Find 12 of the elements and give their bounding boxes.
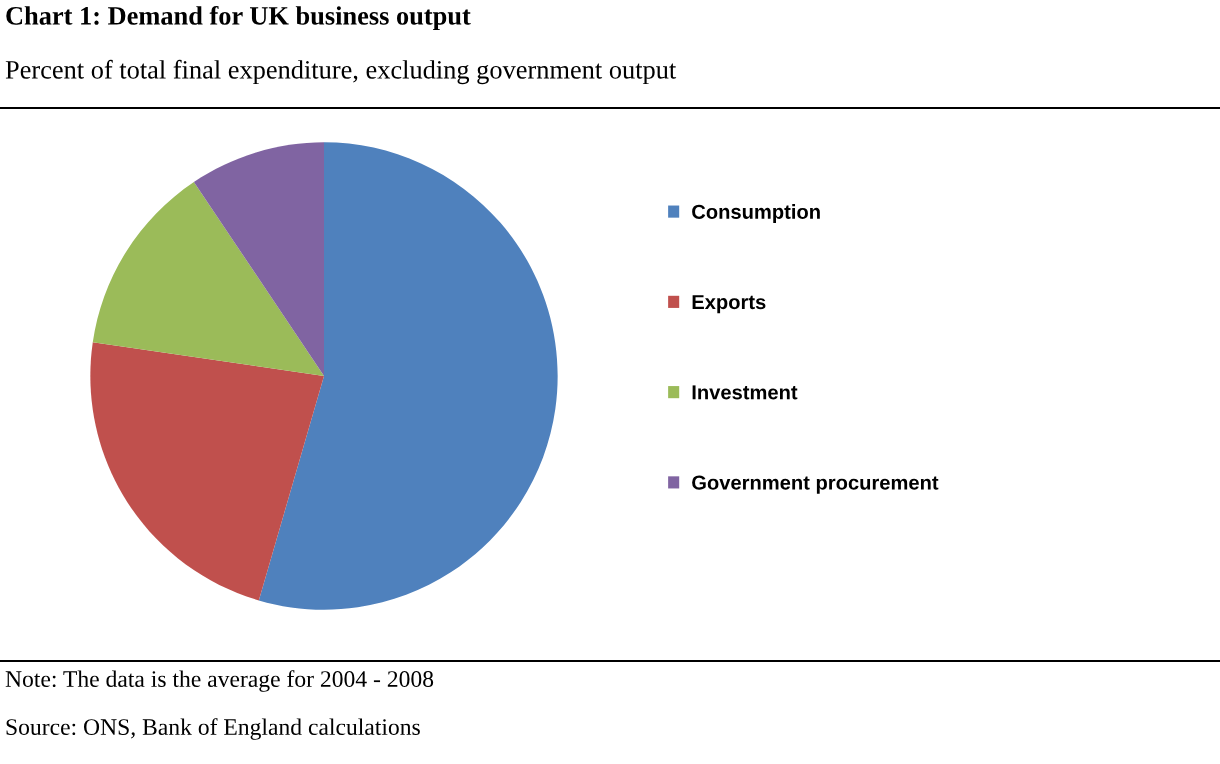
pie-slice: [90, 342, 324, 601]
text: Note: The data is the average for 2004 - 2008: [5, 670, 434, 692]
chart-title: Chart 1: Demand for UK business output: [6, 5, 471, 31]
chart-subtitle: Percent of total final expenditure, excluding government output: [5, 59, 677, 85]
legend-label: Consumption: [692, 204, 820, 223]
legend-label: Investment: [692, 385, 798, 400]
pie-slice: [258, 142, 558, 610]
pie-slice: [92, 181, 324, 376]
source-note: Source: ONS, Bank of England calculations: [6, 718, 420, 740]
legend-label: Exports: [692, 295, 766, 314]
legend-label: Government procurement: [692, 475, 939, 494]
pie-slice: [193, 142, 324, 376]
